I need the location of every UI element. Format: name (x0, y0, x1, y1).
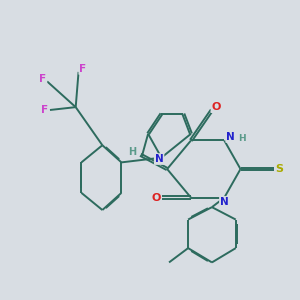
Text: N: N (226, 132, 235, 142)
Text: O: O (152, 193, 161, 202)
Text: H: H (238, 134, 246, 143)
Text: S: S (275, 164, 283, 174)
Text: N: N (155, 154, 164, 164)
Text: N: N (220, 197, 229, 207)
Text: H: H (128, 148, 136, 158)
Text: O: O (212, 102, 221, 112)
Text: F: F (39, 74, 46, 84)
Text: F: F (79, 64, 86, 74)
Text: F: F (41, 105, 48, 115)
